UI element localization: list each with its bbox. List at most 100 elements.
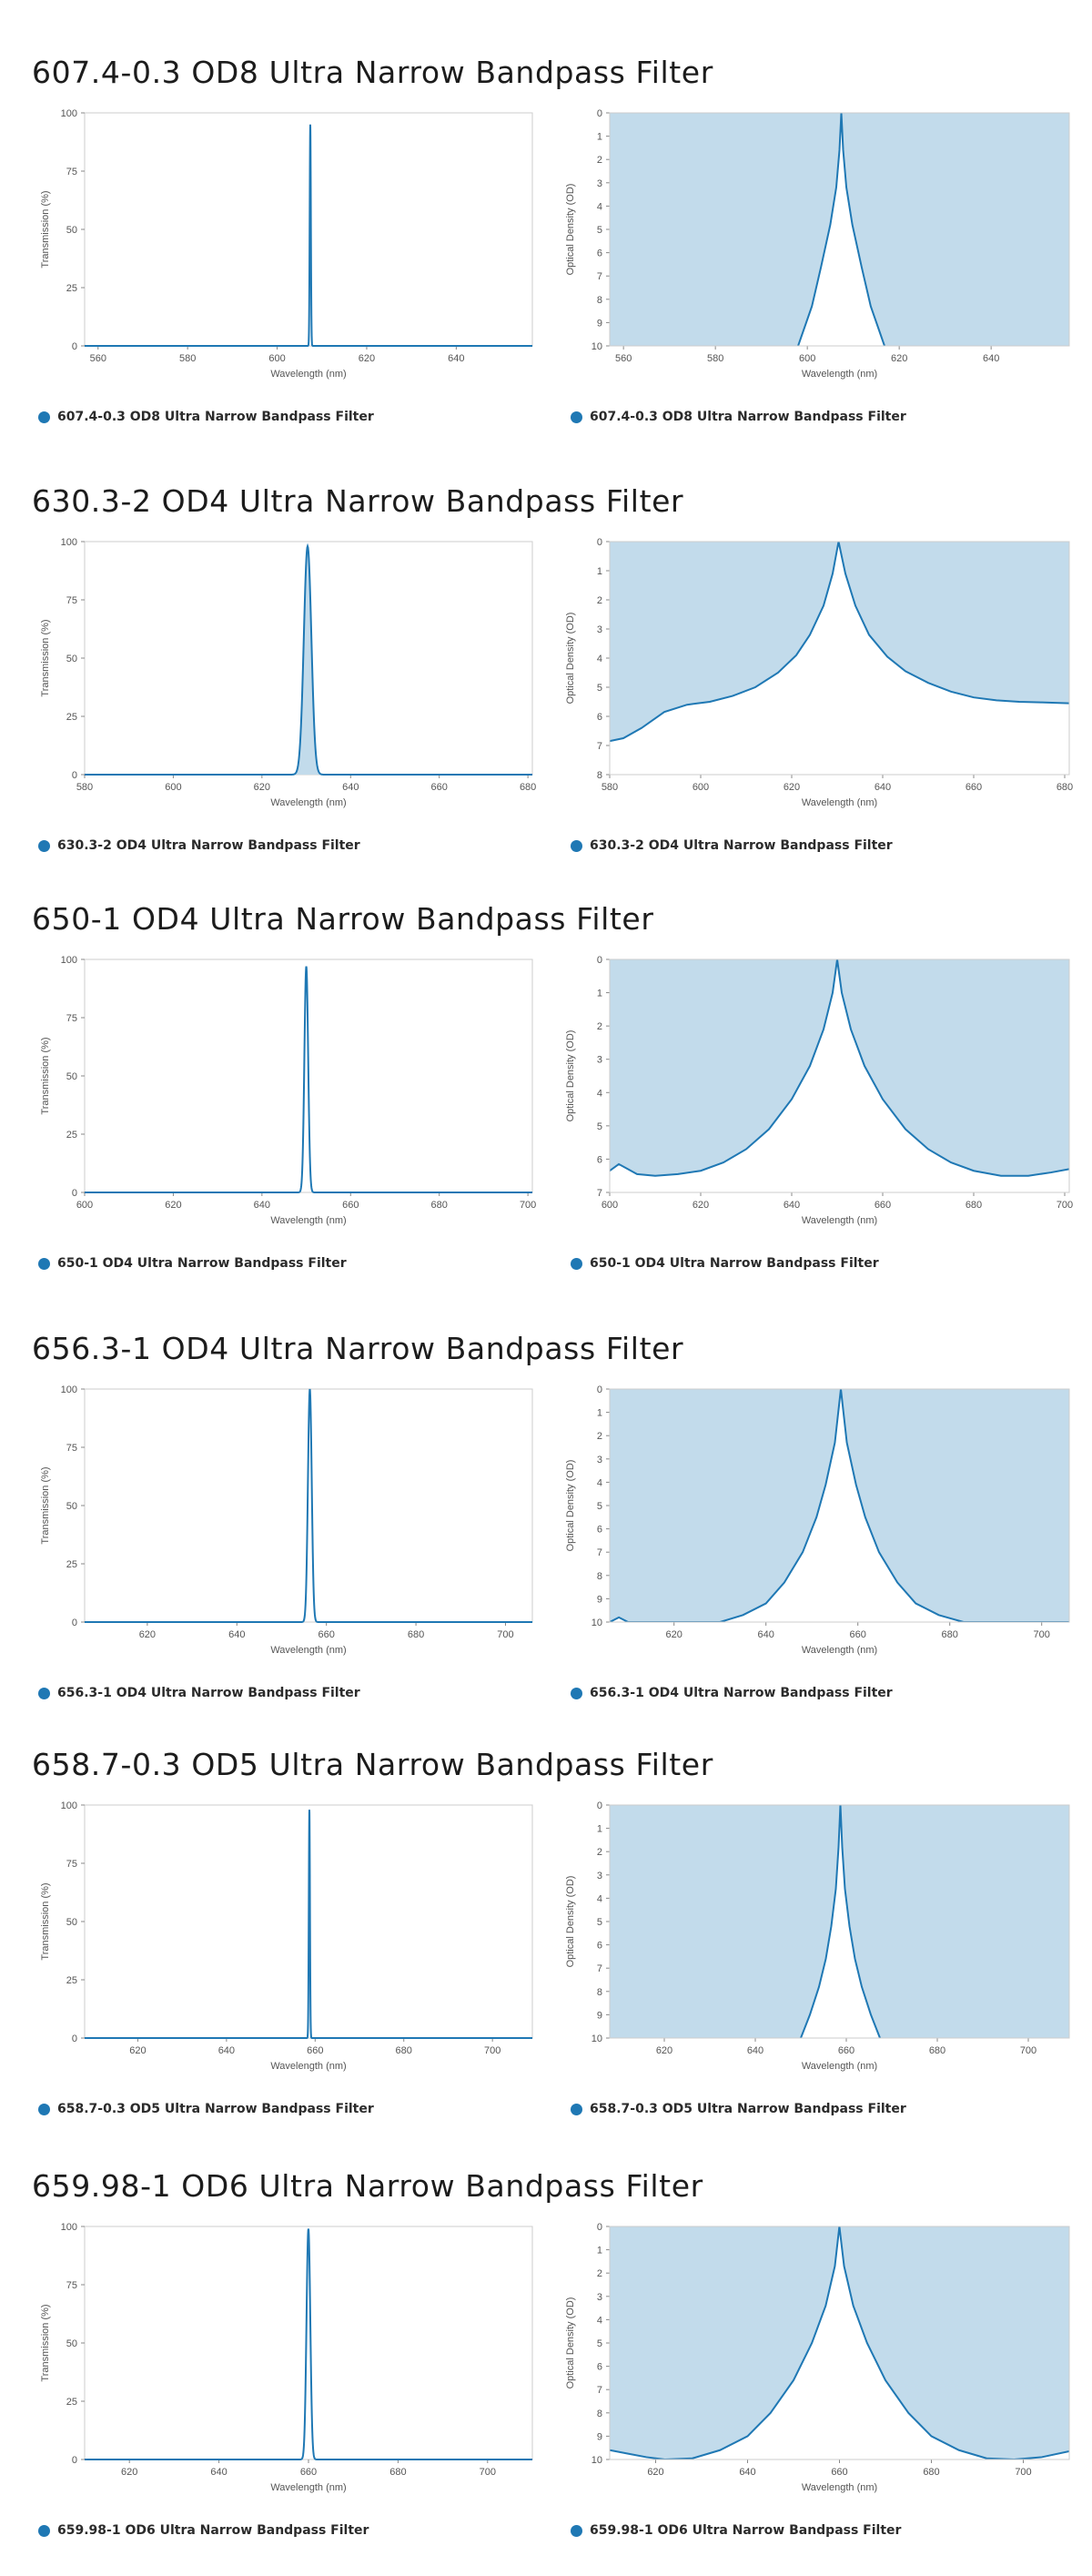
x-axis-title: Wavelength (nm): [802, 2061, 877, 2072]
x-tick-label: 620: [647, 2467, 663, 2478]
y-tick-label: 6: [597, 1525, 602, 1536]
y-tick-label: 2: [597, 155, 602, 166]
y-axis-title: Transmission (%): [40, 1037, 51, 1114]
y-tick-label: 7: [597, 741, 602, 752]
transmission-series-line: [85, 966, 532, 1193]
y-tick-label: 100: [61, 1384, 77, 1395]
x-tick-label: 680: [929, 2045, 945, 2056]
legend-marker-icon: [38, 2103, 50, 2115]
legend-label: 607.4-0.3 OD8 Ultra Narrow Bandpass Filt…: [590, 410, 906, 424]
x-tick-label: 620: [891, 353, 907, 364]
x-tick-label: 560: [90, 353, 106, 364]
od-blocked-region: [610, 2226, 1069, 2459]
legend-marker-icon: [38, 1257, 50, 1270]
legend-item[interactable]: 607.4-0.3 OD8 Ultra Narrow Bandpass Filt…: [571, 410, 906, 424]
y-axis-title: Transmission (%): [40, 619, 51, 696]
y-tick-label: 6: [597, 2362, 602, 2373]
y-tick-label: 25: [66, 1130, 77, 1141]
x-axis-title: Wavelength (nm): [802, 1645, 877, 1656]
y-tick-label: 1: [597, 1824, 602, 1835]
legend-item[interactable]: 659.98-1 OD6 Ultra Narrow Bandpass Filte…: [571, 2523, 901, 2538]
x-tick-label: 620: [784, 782, 800, 793]
y-tick-label: 7: [597, 1963, 602, 1974]
legend-item[interactable]: 650-1 OD4 Ultra Narrow Bandpass Filter: [38, 1256, 347, 1271]
y-tick-label: 75: [66, 595, 77, 606]
legend-item[interactable]: 630.3-2 OD4 Ultra Narrow Bandpass Filter: [571, 838, 893, 853]
y-tick-label: 9: [597, 318, 602, 329]
x-tick-label: 640: [342, 782, 359, 793]
x-axis-title: Wavelength (nm): [270, 797, 346, 808]
y-axis-title: Optical Density (OD): [565, 1030, 576, 1122]
legend-marker-icon: [38, 411, 50, 423]
x-tick-label: 620: [254, 782, 270, 793]
od-series-line: [800, 1805, 881, 2038]
x-tick-label: 640: [784, 1200, 800, 1211]
section-title: 658.7-0.3 OD5 Ultra Narrow Bandpass Filt…: [32, 1747, 713, 1782]
y-tick-label: 1: [597, 1408, 602, 1419]
y-tick-label: 0: [597, 1384, 602, 1395]
x-axis-title: Wavelength (nm): [802, 1215, 877, 1226]
x-tick-label: 660: [831, 2467, 847, 2478]
y-tick-label: 7: [597, 271, 602, 282]
y-tick-label: 5: [597, 1917, 602, 1928]
transmission-series-line: [85, 543, 532, 776]
y-tick-label: 2: [597, 595, 602, 606]
y-tick-label: 5: [597, 1501, 602, 1512]
transmission-chart-5: 0 25 50 75 100 620 640 660 680 700 Wavelength (nm)…: [40, 2222, 533, 2493]
y-tick-label: 3: [597, 1871, 602, 1881]
x-tick-label: 580: [707, 353, 723, 364]
y-tick-label: 8: [597, 1571, 602, 1582]
x-tick-label: 640: [983, 353, 999, 364]
y-tick-label: 0: [597, 955, 602, 966]
y-tick-label: 100: [61, 955, 77, 966]
section-title: 630.3-2 OD4 Ultra Narrow Bandpass Filter: [32, 483, 684, 519]
legend-item[interactable]: 659.98-1 OD6 Ultra Narrow Bandpass Filte…: [38, 2523, 369, 2538]
legend-item[interactable]: 656.3-1 OD4 Ultra Narrow Bandpass Filter: [571, 1686, 893, 1700]
x-tick-label: 660: [875, 1200, 891, 1211]
plot-frame: [609, 541, 1070, 776]
x-tick-label: 620: [359, 353, 375, 364]
x-tick-label: 620: [666, 1629, 682, 1640]
y-tick-label: 1: [597, 132, 602, 143]
x-tick-label: 680: [396, 2045, 412, 2056]
x-tick-label: 620: [121, 2467, 137, 2478]
legend-label: 656.3-1 OD4 Ultra Narrow Bandpass Filter: [590, 1686, 893, 1700]
y-tick-label: 50: [66, 1501, 77, 1512]
y-tick-label: 0: [72, 1618, 77, 1628]
y-tick-label: 7: [597, 2385, 602, 2396]
legend-item[interactable]: 658.7-0.3 OD5 Ultra Narrow Bandpass Filt…: [571, 2102, 906, 2116]
y-tick-label: 5: [597, 1121, 602, 1132]
od-chart-5: 0 1 2 3 4 5 6 7 8 9 10 620 640 660 680 700 Wavelength (n…: [565, 2222, 1070, 2493]
x-tick-label: 700: [520, 1200, 536, 1211]
x-tick-label: 600: [268, 353, 285, 364]
od-series-line: [610, 2226, 1069, 2459]
legend-item[interactable]: 650-1 OD4 Ultra Narrow Bandpass Filter: [571, 1256, 879, 1271]
x-tick-label: 640: [218, 2045, 235, 2056]
legend-item[interactable]: 630.3-2 OD4 Ultra Narrow Bandpass Filter: [38, 838, 360, 853]
x-tick-label: 680: [942, 1629, 958, 1640]
x-tick-label: 660: [431, 782, 448, 793]
y-tick-label: 1: [597, 566, 602, 577]
legend-label: 607.4-0.3 OD8 Ultra Narrow Bandpass Filt…: [57, 410, 374, 424]
y-axis-title: Transmission (%): [40, 190, 51, 268]
legend-item[interactable]: 658.7-0.3 OD5 Ultra Narrow Bandpass Filt…: [38, 2102, 374, 2116]
y-axis-title: Optical Density (OD): [565, 613, 576, 705]
y-tick-label: 4: [597, 654, 602, 664]
legend-item[interactable]: 656.3-1 OD4 Ultra Narrow Bandpass Filter: [38, 1686, 360, 1700]
transmission-chart-2: 0 25 50 75 100 600 620 640 660 680 700 Wavelength (…: [40, 955, 536, 1226]
plot-frame: [609, 2226, 1070, 2460]
x-tick-label: 680: [1057, 782, 1073, 793]
x-tick-label: 680: [966, 1200, 982, 1211]
y-tick-label: 7: [597, 1188, 602, 1199]
y-tick-label: 75: [66, 1859, 77, 1870]
transmission-series-line: [85, 1810, 532, 2039]
section-title: 650-1 OD4 Ultra Narrow Bandpass Filter: [32, 901, 654, 937]
x-tick-label: 620: [656, 2045, 672, 2056]
x-tick-label: 640: [758, 1629, 774, 1640]
legend-item[interactable]: 607.4-0.3 OD8 Ultra Narrow Bandpass Filt…: [38, 410, 374, 424]
y-tick-label: 9: [597, 2010, 602, 2021]
y-tick-label: 25: [66, 1559, 77, 1570]
y-axis-title: Transmission (%): [40, 2304, 51, 2381]
x-tick-label: 640: [739, 2467, 755, 2478]
plot-frame: [609, 112, 1070, 347]
